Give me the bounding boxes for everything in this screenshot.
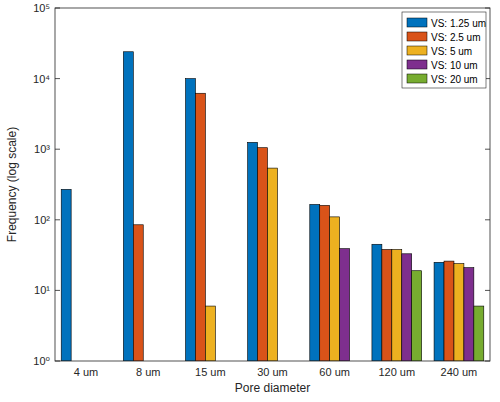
y-tick-label: 10⁴ bbox=[33, 73, 50, 85]
bar bbox=[186, 79, 196, 361]
legend-swatch bbox=[407, 60, 427, 69]
bar bbox=[123, 52, 133, 361]
legend-label: VS: 2.5 um bbox=[431, 32, 480, 43]
bar bbox=[330, 217, 340, 361]
bar bbox=[434, 262, 444, 361]
bar bbox=[412, 271, 422, 361]
bar bbox=[372, 244, 382, 361]
bar bbox=[474, 306, 484, 361]
legend-swatch bbox=[407, 46, 427, 55]
y-tick bbox=[485, 219, 490, 220]
axes-frame bbox=[55, 8, 490, 361]
x-tick-label: 8 um bbox=[136, 366, 160, 378]
y-tick-label: 10³ bbox=[34, 143, 50, 155]
chart: 10⁰ 10¹ 10² 10³ 10⁴ 10⁵ 4 um 8 um 15 um 30 um 60 u… bbox=[0, 0, 500, 402]
x-tick-label: 15 um bbox=[195, 366, 226, 378]
bar bbox=[402, 254, 412, 361]
y-tick bbox=[485, 361, 490, 362]
x-axis-label: Pore diameter bbox=[235, 381, 310, 395]
bar bbox=[268, 168, 278, 361]
x-tick-label: 60 um bbox=[319, 366, 350, 378]
bar bbox=[464, 268, 474, 361]
legend: VS: 1.25 um VS: 2.5 um VS: 5 um VS: 10 um VS… bbox=[402, 12, 486, 88]
plot-area bbox=[55, 8, 490, 361]
x-tick-label: 120 um bbox=[378, 366, 415, 378]
bar bbox=[392, 249, 402, 361]
legend-swatch bbox=[407, 74, 427, 83]
x-tick-label: 240 um bbox=[441, 366, 478, 378]
bar bbox=[310, 204, 320, 361]
bar bbox=[340, 249, 350, 361]
legend-swatch bbox=[407, 18, 427, 27]
bar bbox=[382, 249, 392, 361]
bar bbox=[133, 225, 143, 361]
y-tick bbox=[55, 361, 60, 362]
y-tick bbox=[485, 290, 490, 291]
legend-label: VS: 20 um bbox=[431, 74, 478, 85]
bar bbox=[205, 306, 215, 361]
y-tick-label: 10⁵ bbox=[33, 2, 50, 14]
y-tick bbox=[55, 290, 60, 291]
y-tick-label: 10² bbox=[34, 214, 50, 226]
y-tick bbox=[485, 149, 490, 150]
legend-box bbox=[402, 12, 486, 88]
bar bbox=[320, 205, 330, 361]
y-tick-label: 10⁰ bbox=[33, 355, 50, 367]
legend-label: VS: 1.25 um bbox=[431, 18, 486, 29]
y-tick-label: 10¹ bbox=[34, 284, 50, 296]
legend-label: VS: 10 um bbox=[431, 60, 478, 71]
y-tick bbox=[55, 149, 60, 150]
bar bbox=[444, 261, 454, 361]
bar bbox=[195, 93, 205, 361]
y-tick bbox=[55, 8, 60, 9]
bars bbox=[61, 52, 484, 361]
bar bbox=[61, 189, 71, 361]
x-tick-label: 30 um bbox=[257, 366, 288, 378]
y-axis-label: Frequency (log scale) bbox=[5, 127, 19, 242]
y-tick bbox=[55, 78, 60, 79]
bar bbox=[258, 148, 268, 361]
x-tick-label: 4 um bbox=[74, 366, 98, 378]
y-tick bbox=[485, 8, 490, 9]
bar bbox=[248, 142, 258, 361]
y-tick bbox=[55, 219, 60, 220]
legend-swatch bbox=[407, 32, 427, 41]
bar bbox=[454, 264, 464, 361]
legend-label: VS: 5 um bbox=[431, 46, 472, 57]
